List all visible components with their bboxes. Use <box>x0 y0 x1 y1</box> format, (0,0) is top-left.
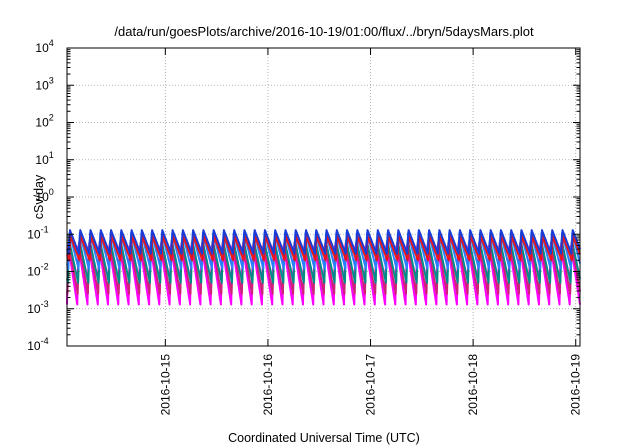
y-tick-label: 10-3 <box>27 299 48 316</box>
series-line <box>66 244 581 306</box>
y-axis-label: cSv/day <box>32 174 46 219</box>
x-axis: 2016-10-15 2016-10-16 2016-10-17 2016-10-18… <box>158 48 583 416</box>
y-tick-label: 10-2 <box>27 262 48 279</box>
y-tick-label: 102 <box>35 113 53 130</box>
y-tick-label: 104 <box>35 38 53 55</box>
y-tick-label: 100 <box>35 187 53 204</box>
y-tick-label: 101 <box>35 150 53 167</box>
x-tick-label: 2016-10-19 <box>569 354 583 416</box>
x-axis-label: Coordinated Universal Time (UTC) <box>228 431 420 445</box>
series-group <box>66 229 581 306</box>
x-tick-label: 2016-10-18 <box>466 354 480 416</box>
chart-title: /data/run/goesPlots/archive/2016-10-19/0… <box>114 24 534 39</box>
x-tick-label: 2016-10-15 <box>158 354 172 416</box>
y-tick-label: 103 <box>35 75 53 92</box>
y-tick-label: 10-4 <box>27 336 48 353</box>
x-tick-label: 2016-10-17 <box>364 354 378 416</box>
x-tick-label: 2016-10-16 <box>261 354 275 416</box>
y-axis: 10-4 10-3 10-2 10-1 100 101 102 103 104 <box>27 38 580 353</box>
y-tick-label: 10-1 <box>27 224 48 241</box>
series-line <box>66 229 581 255</box>
